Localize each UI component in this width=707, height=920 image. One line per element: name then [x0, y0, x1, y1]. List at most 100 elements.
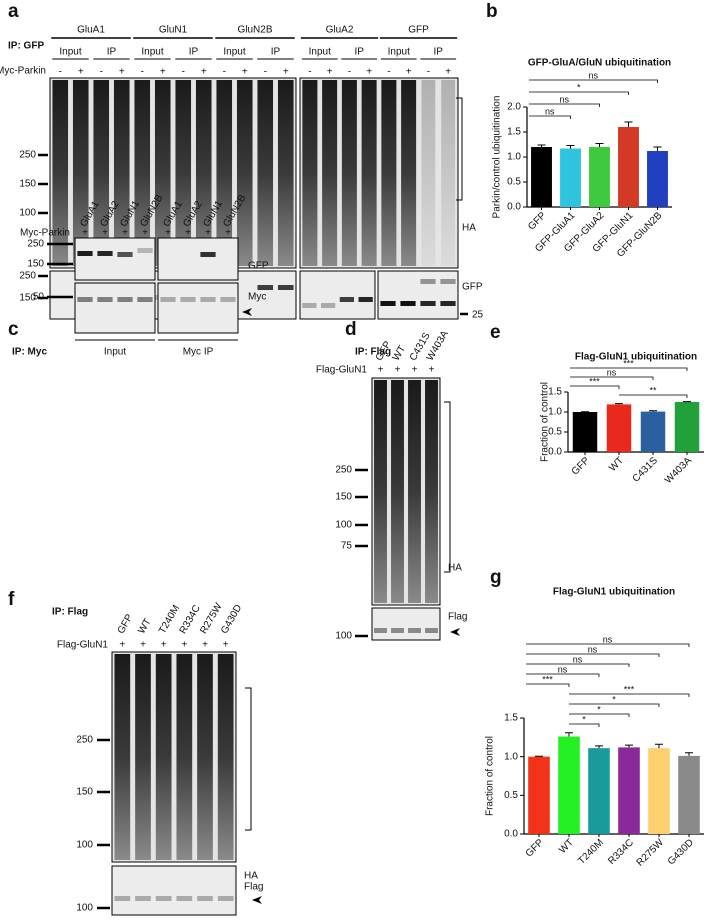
arrow — [450, 628, 460, 636]
band — [135, 896, 151, 901]
band — [77, 297, 93, 302]
marker-label: 250 — [19, 271, 36, 282]
blot — [157, 282, 239, 334]
marker-label: 100 — [19, 208, 36, 219]
significance-label: * — [582, 714, 586, 724]
error-bar — [653, 146, 662, 151]
bar — [531, 147, 552, 207]
lane-sign: + — [82, 228, 88, 239]
marker-label: 100 — [76, 903, 93, 914]
lane-sign: + — [119, 640, 125, 651]
y-tick-label: 1.0 — [504, 751, 518, 762]
lane-sign: + — [366, 67, 372, 78]
blot — [157, 237, 239, 281]
blot-label: Myc — [248, 292, 266, 303]
marker-label: 100 — [335, 631, 352, 642]
significance-bracket — [570, 385, 620, 389]
band — [425, 628, 438, 633]
significance-label: ns — [545, 106, 555, 116]
panel-letter: f — [8, 589, 15, 610]
blot-label: Flag — [448, 612, 467, 623]
fraction-label: Input — [141, 47, 163, 58]
band — [321, 303, 336, 308]
bracket — [456, 97, 463, 201]
band — [358, 297, 373, 302]
band — [117, 252, 133, 257]
fraction-label: IP — [434, 47, 444, 58]
panel-letter: c — [8, 319, 19, 340]
lane-sign: - — [348, 67, 351, 78]
band — [220, 297, 236, 302]
lane-sign: + — [225, 228, 231, 239]
bar — [648, 748, 670, 834]
lane-smear — [135, 654, 151, 860]
lane-sign: + — [202, 640, 208, 651]
blot — [377, 270, 459, 320]
ip-label: IP: GFP — [8, 41, 44, 52]
bar — [618, 127, 639, 207]
lane-sign: + — [140, 640, 146, 651]
group-label: GluN2B — [237, 25, 272, 36]
lane-sign: + — [242, 67, 248, 78]
significance-label: * — [612, 694, 616, 704]
bar — [640, 411, 666, 452]
treatment-label: Flag-GluN1 — [316, 365, 368, 376]
bar — [560, 148, 581, 207]
blot-label: HA — [244, 871, 258, 882]
fraction-label: IP — [107, 47, 117, 58]
lane-sign: + — [395, 365, 401, 376]
lane-sign: - — [141, 67, 144, 78]
lane-smear — [154, 80, 171, 266]
lane-sign: + — [119, 67, 125, 78]
lane-smear — [257, 80, 274, 266]
band — [217, 896, 234, 901]
band — [137, 297, 153, 302]
lane-smear — [52, 80, 69, 266]
lane-sign: - — [264, 67, 267, 78]
significance-bracket — [569, 723, 600, 727]
lane-sign: + — [223, 640, 229, 651]
significance-label: * — [597, 704, 601, 714]
significance-label: *** — [542, 674, 553, 684]
group-label: GluA1 — [77, 25, 105, 36]
significance-label: ns — [607, 367, 617, 377]
marker-label: 25 — [472, 310, 484, 321]
lane-smear — [175, 80, 192, 266]
lane-sign: + — [283, 67, 289, 78]
marker-label: 150 — [27, 259, 44, 270]
lane-smear — [113, 80, 130, 266]
fraction-label: Input — [388, 47, 410, 58]
significance-label: *** — [589, 376, 600, 386]
chart-title: Flag-GluN1 ubiquitination — [575, 352, 697, 363]
bracket — [245, 687, 252, 831]
lane-smear — [401, 80, 417, 266]
significance-label: * — [577, 82, 581, 92]
blot-label: HA — [462, 223, 476, 234]
lane-sign: - — [223, 67, 226, 78]
chart-title: Flag-GluN1 ubiquitination — [553, 587, 675, 598]
x-tick-label: C431S — [631, 455, 661, 485]
lane-sign: + — [161, 640, 167, 651]
error-bar — [566, 145, 575, 149]
arrow — [242, 308, 252, 316]
y-tick-label: 0.5 — [507, 177, 521, 188]
lane-sign: + — [412, 365, 418, 376]
significance-label: ns — [603, 634, 613, 644]
fraction-label: IP — [189, 47, 199, 58]
bar — [528, 756, 550, 834]
axis-title: Fraction of control — [540, 382, 551, 462]
error-bar — [595, 745, 603, 749]
lane-smear — [114, 654, 131, 860]
y-tick-label: 1.5 — [548, 387, 562, 398]
lane-smear — [155, 654, 172, 860]
significance-bracket — [619, 394, 688, 398]
lane-sign: + — [78, 67, 84, 78]
significance-label: ns — [573, 654, 583, 664]
band — [97, 251, 113, 256]
significance-bracket — [526, 653, 660, 657]
significance-bracket — [529, 91, 629, 95]
bar — [647, 151, 668, 207]
lane-sign: + — [378, 365, 384, 376]
lane-sign: + — [185, 228, 191, 239]
fraction-label: Input — [59, 47, 81, 58]
